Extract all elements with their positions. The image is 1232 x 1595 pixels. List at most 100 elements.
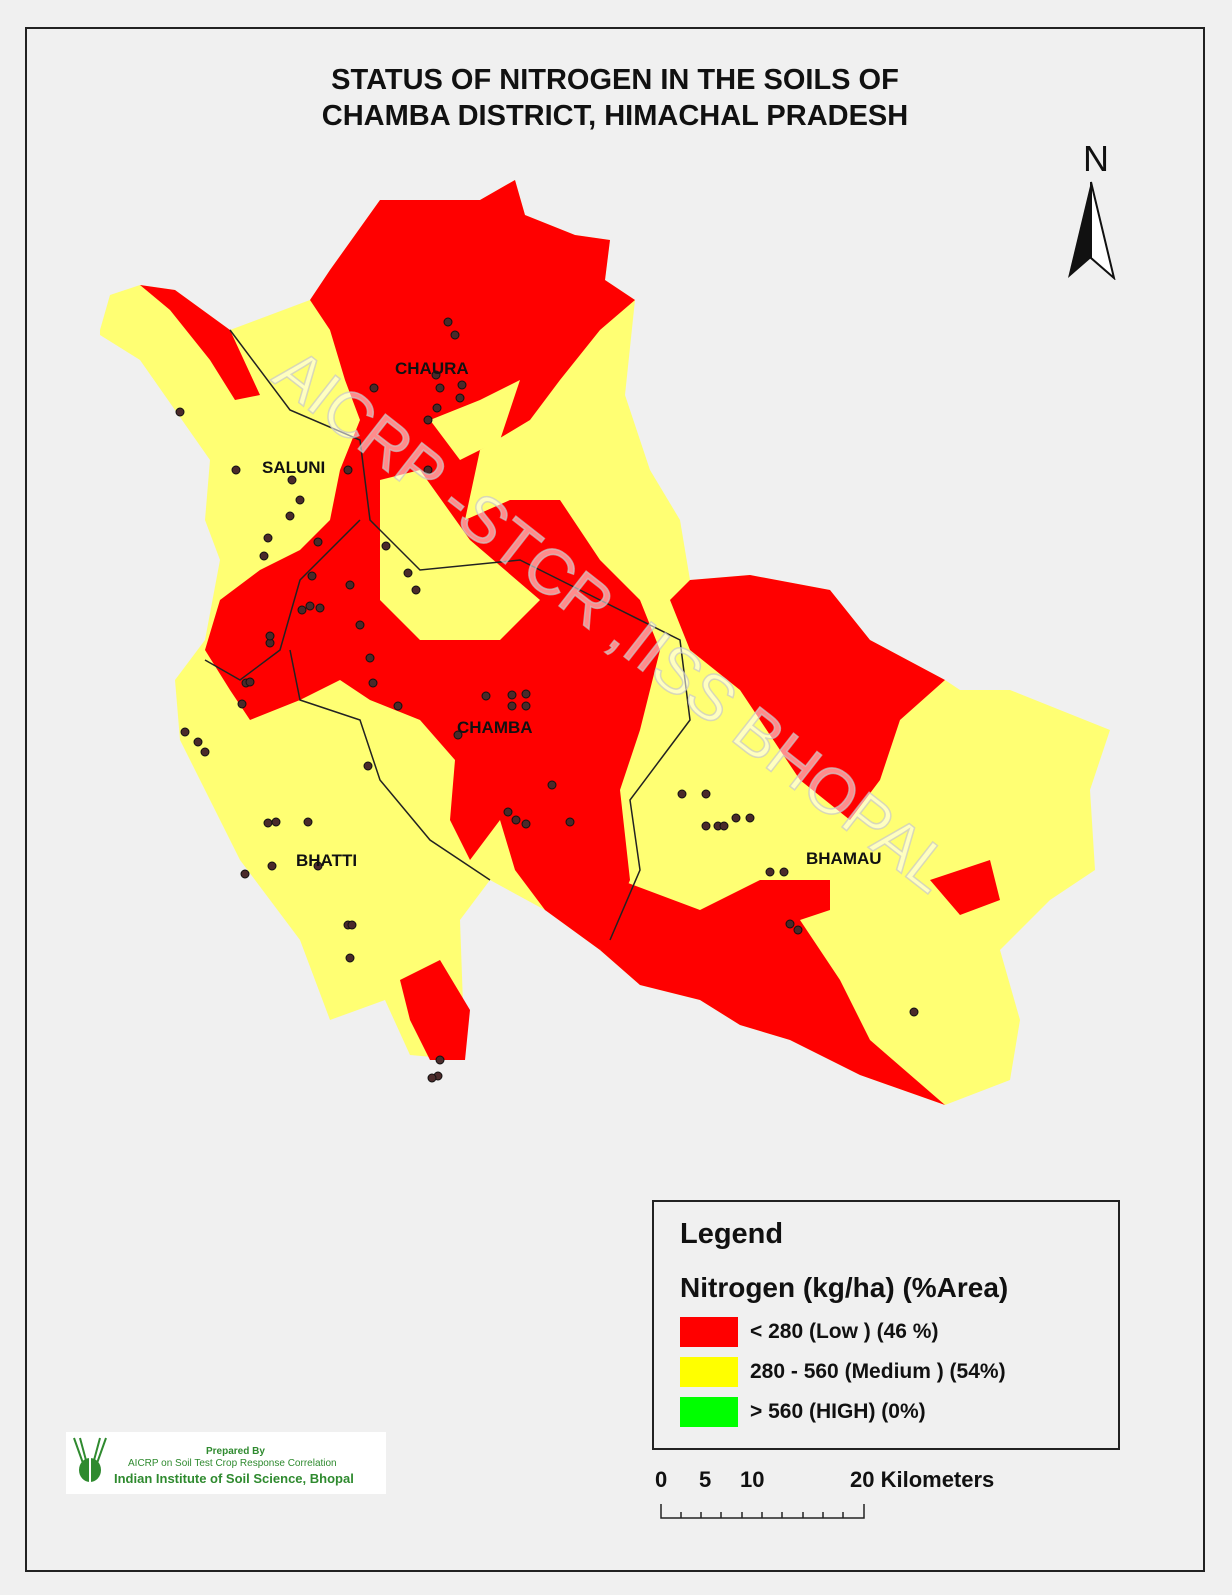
sample-point (305, 601, 315, 611)
sample-point (443, 317, 453, 327)
sample-point (403, 568, 413, 578)
sample-point (701, 821, 711, 831)
sample-point (719, 821, 729, 831)
sample-points (175, 317, 919, 1083)
legend-item-medium: 280 - 560 (Medium ) (54%) (680, 1357, 1006, 1387)
legend-title: Legend (680, 1218, 784, 1250)
legend-item-low: < 280 (Low ) (46 %) (680, 1317, 938, 1347)
low-zone-east (670, 575, 945, 820)
sample-point (507, 701, 517, 711)
sample-point (267, 861, 277, 871)
low-zone-southeast (600, 880, 945, 1105)
credit-block: Prepared By AICRP on Soil Test Crop Resp… (66, 1432, 386, 1494)
sample-point (363, 761, 373, 771)
scale-bar-ruler (660, 1504, 865, 1519)
north-label: N (1083, 138, 1109, 179)
legend-label-low: < 280 (Low ) (46 %) (750, 1320, 939, 1343)
sample-point (295, 495, 305, 505)
sample-point (423, 465, 433, 475)
sample-point (393, 701, 403, 711)
legend-label-medium: 280 - 560 (Medium ) (54%) (750, 1360, 1006, 1383)
sample-point (355, 620, 365, 630)
label-bhamau: BHAMAU (806, 849, 882, 868)
sample-point (503, 807, 513, 817)
sample-point (245, 677, 255, 687)
sample-point (345, 953, 355, 963)
boundary-line (289, 649, 491, 881)
legend-swatch-medium (680, 1357, 738, 1387)
scale-tick-label: 5 (699, 1467, 712, 1492)
credit-line3: Indian Institute of Soil Science, Bhopal (114, 1471, 354, 1486)
sample-point (231, 465, 241, 475)
sample-point (369, 383, 379, 393)
sample-point (193, 737, 203, 747)
low-zone-northwest (140, 285, 260, 400)
label-bhatti: BHATTI (296, 851, 357, 870)
sample-point (263, 818, 273, 828)
sample-point (180, 727, 190, 737)
sample-point (481, 691, 491, 701)
sample-point (313, 861, 323, 871)
sample-point (511, 815, 521, 825)
sample-point (423, 415, 433, 425)
low-zone-bhamau-patch (930, 860, 1000, 915)
north-arrow-icon (1068, 181, 1116, 280)
label-chaura: CHAURA (395, 359, 469, 378)
boundary-line (229, 329, 691, 941)
sample-point (521, 689, 531, 699)
sample-point (427, 1073, 437, 1083)
sample-point (303, 817, 313, 827)
sample-point (313, 537, 323, 547)
sample-point (271, 817, 281, 827)
sample-point (455, 393, 465, 403)
label-chamba: CHAMBA (457, 718, 533, 737)
map-frame (25, 27, 1205, 1572)
sample-point (547, 780, 557, 790)
legend-subtitle: Nitrogen (kg/ha) (%Area) (680, 1272, 1009, 1303)
sample-point (677, 789, 687, 799)
scale-tick-label: 20 Kilometers (850, 1467, 995, 1492)
sample-point (701, 789, 711, 799)
scale-tick-label: 0 (655, 1467, 668, 1492)
sample-point (521, 819, 531, 829)
sample-point (785, 919, 795, 929)
icar-logo-icon (73, 1437, 107, 1482)
legend-label-high: > 560 (HIGH) (0%) (750, 1400, 926, 1423)
map-title-line1: STATUS OF NITROGEN IN THE SOILS OF (331, 64, 899, 96)
sample-point (237, 699, 247, 709)
sample-point (175, 407, 185, 417)
sample-point (453, 730, 463, 740)
sample-point (435, 1055, 445, 1065)
sample-point (368, 678, 378, 688)
scale-tick-label: 10 (740, 1467, 765, 1492)
sample-point (731, 813, 741, 823)
sample-point (259, 551, 269, 561)
sample-point (435, 383, 445, 393)
sample-point (240, 869, 250, 879)
sample-point (745, 813, 755, 823)
tehsil-labels: CHAURA SALUNI CHAMBA BHATTI BHAMAU (262, 359, 882, 870)
sample-point (411, 585, 421, 595)
sample-point (287, 475, 297, 485)
medium-enclave-chaura-north (430, 380, 520, 460)
tehsil-boundaries (204, 329, 691, 941)
sample-point (345, 580, 355, 590)
sample-point (265, 631, 275, 641)
label-saluni: SALUNI (262, 458, 325, 477)
sample-point (200, 747, 210, 757)
sample-point (431, 370, 441, 380)
sample-point (347, 920, 357, 930)
sample-point (381, 541, 391, 551)
sample-point (457, 380, 467, 390)
sample-point (365, 653, 375, 663)
sample-point (297, 605, 307, 615)
credit-line2: AICRP on Soil Test Crop Response Correla… (128, 1458, 337, 1469)
low-zone-south-tail (400, 960, 470, 1060)
sample-point (307, 571, 317, 581)
sample-point (779, 867, 789, 877)
legend-item-high: > 560 (HIGH) (0%) (680, 1397, 926, 1427)
sample-point (909, 1007, 919, 1017)
medium-enclaves (380, 380, 540, 640)
